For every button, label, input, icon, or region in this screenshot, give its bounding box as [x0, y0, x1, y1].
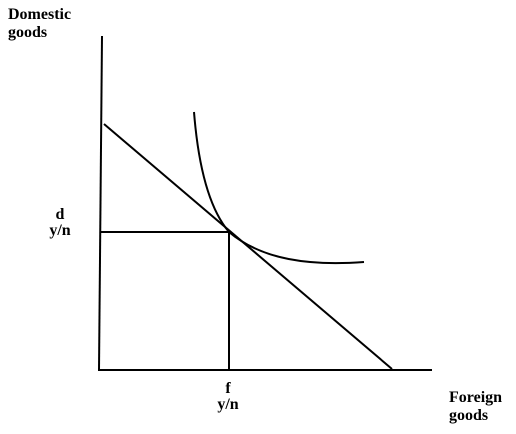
domestic-tangency-label: d y/n: [45, 206, 75, 240]
foreign-tangency-label: f y/n: [213, 380, 243, 414]
foreign-value: y/n: [217, 396, 239, 413]
y-axis-line: [98, 35, 103, 371]
y-axis-label-line2: goods: [8, 24, 48, 41]
domestic-value: y/n: [49, 222, 71, 239]
y-axis-label-line1: Domestic: [8, 6, 72, 23]
indifference-curve: [193, 111, 365, 265]
foreign-superscript: f: [225, 380, 231, 397]
x-axis-label-line2: goods: [449, 407, 489, 424]
budget-line: [103, 123, 393, 370]
x-axis-label: Foreign goods: [449, 389, 502, 425]
domestic-superscript: d: [55, 206, 65, 223]
x-axis-label-line1: Foreign: [449, 389, 503, 406]
y-axis-label: Domestic goods: [8, 6, 71, 42]
